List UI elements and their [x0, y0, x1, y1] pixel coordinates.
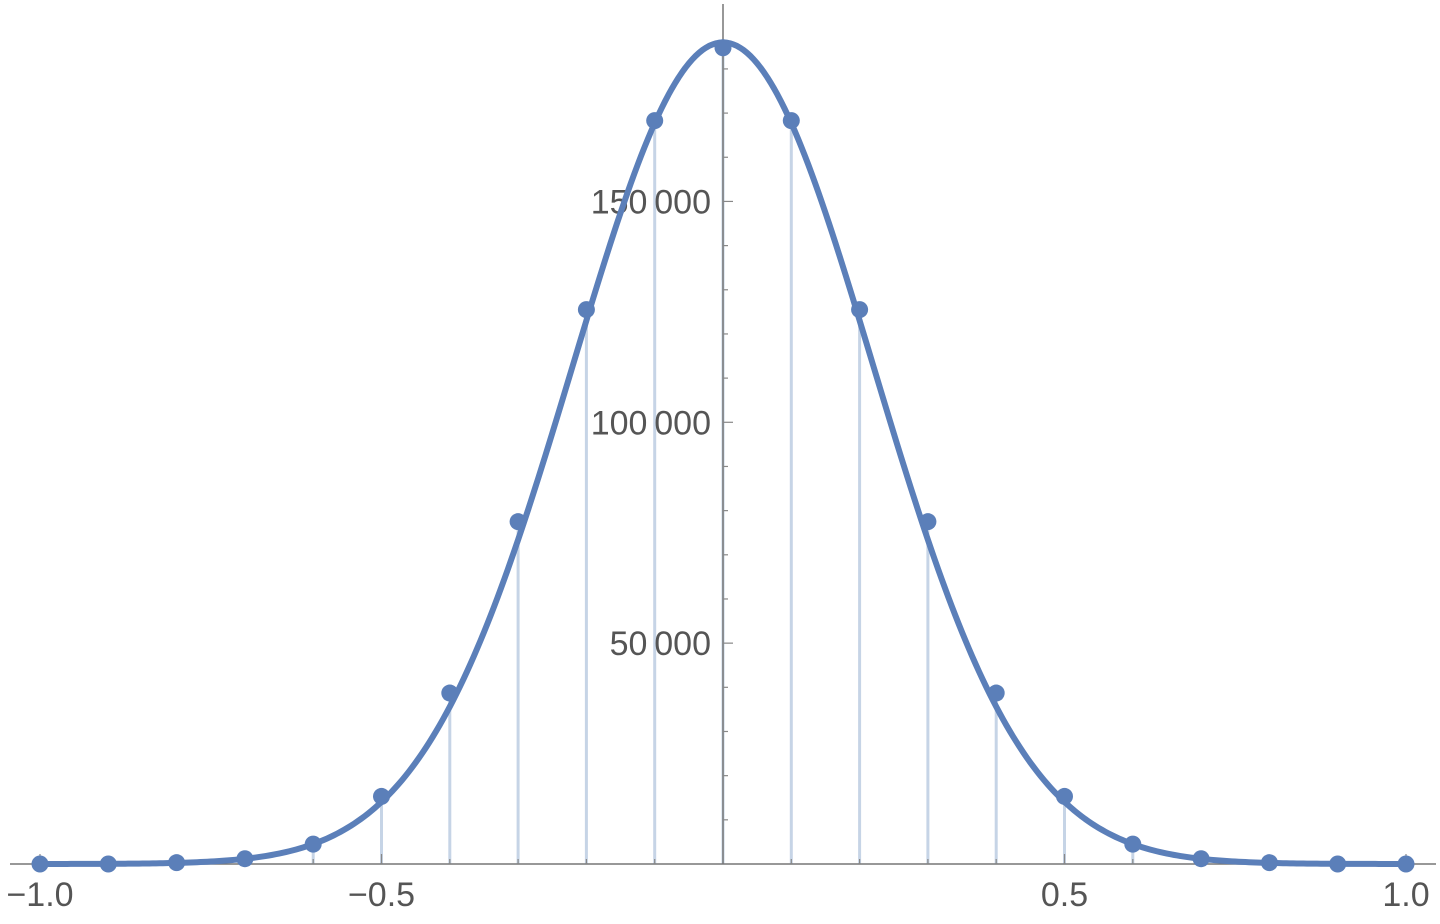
- data-point: [851, 301, 869, 319]
- data-point: [782, 112, 800, 130]
- data-point: [168, 854, 186, 872]
- data-point: [577, 301, 595, 319]
- data-point: [919, 513, 937, 531]
- data-point: [1124, 835, 1142, 853]
- y-tick-label: 100 000: [591, 404, 711, 442]
- data-point: [1329, 855, 1347, 873]
- tick-labels-layer: −1.0 −0.5 0.5 1.0 50 000 100 000 150 000: [6, 183, 1429, 914]
- data-point: [31, 855, 49, 873]
- data-point: [1056, 787, 1073, 805]
- x-tick-label: −0.5: [348, 876, 415, 914]
- data-point: [304, 835, 322, 853]
- data-point: [373, 787, 390, 805]
- data-point: [987, 684, 1005, 702]
- data-point: [99, 855, 117, 873]
- x-tick-label: −1.0: [6, 876, 73, 914]
- data-point: [236, 850, 254, 868]
- data-point: [646, 112, 664, 130]
- y-tick-label: 50 000: [610, 625, 711, 663]
- x-tick-label: 0.5: [1041, 876, 1088, 914]
- data-point: [1260, 854, 1278, 872]
- data-point: [441, 684, 459, 702]
- y-tick-label: 150 000: [591, 183, 711, 221]
- data-point: [1397, 855, 1415, 873]
- data-point: [714, 39, 732, 57]
- data-point: [1192, 850, 1210, 868]
- points-layer: [31, 39, 1415, 873]
- data-point: [509, 513, 527, 531]
- axes: [10, 4, 1436, 865]
- x-tick-label: 1.0: [1382, 876, 1429, 914]
